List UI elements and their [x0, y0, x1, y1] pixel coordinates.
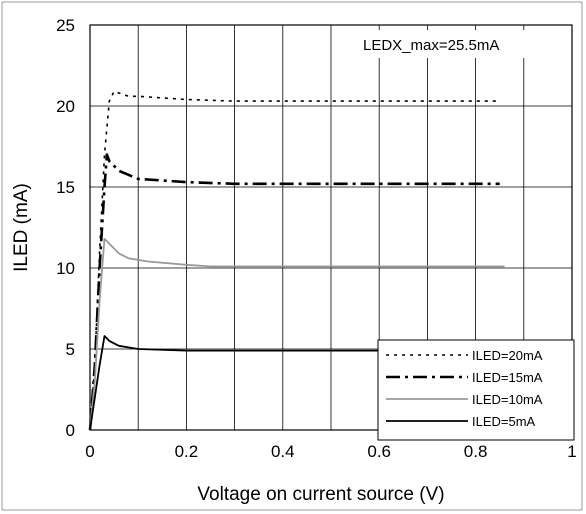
- x-tick-label: 1: [567, 442, 576, 461]
- series-line: [88, 153, 500, 431]
- annotation-label: LEDX_max=25.5mA: [363, 37, 499, 54]
- y-axis-label: ILED (mA): [11, 183, 32, 272]
- series-group: [88, 90, 505, 431]
- y-tick-label: 0: [66, 421, 75, 440]
- legend-label: ILED=5mA: [472, 414, 536, 429]
- y-tick-label: 15: [56, 178, 75, 197]
- annotation-background: [360, 30, 565, 58]
- y-tick-label: 25: [56, 16, 75, 35]
- series-line: [89, 90, 500, 431]
- series-line: [89, 237, 505, 431]
- plot-area: [89, 24, 573, 431]
- legend-label: ILED=10mA: [472, 392, 543, 407]
- y-tick-label: 5: [66, 340, 75, 359]
- x-axis-label: Voltage on current source (V): [197, 484, 444, 505]
- y-tick-label: 10: [56, 259, 75, 278]
- legend-label: ILED=20mA: [472, 348, 543, 363]
- x-tick-label: 0.8: [464, 442, 488, 461]
- x-tick-label: 0: [85, 442, 94, 461]
- legend-box: [377, 339, 575, 441]
- series-line: [89, 335, 505, 431]
- x-tick-label: 0.4: [271, 442, 295, 461]
- y-tick-label: 20: [56, 97, 75, 116]
- x-tick-label: 0.2: [175, 442, 199, 461]
- legend-label: ILED=15mA: [472, 370, 543, 385]
- x-tick-label: 0.6: [367, 442, 391, 461]
- legend: ILED=20mA ILED=15mA ILED=10mA ILED=5mA: [377, 339, 575, 441]
